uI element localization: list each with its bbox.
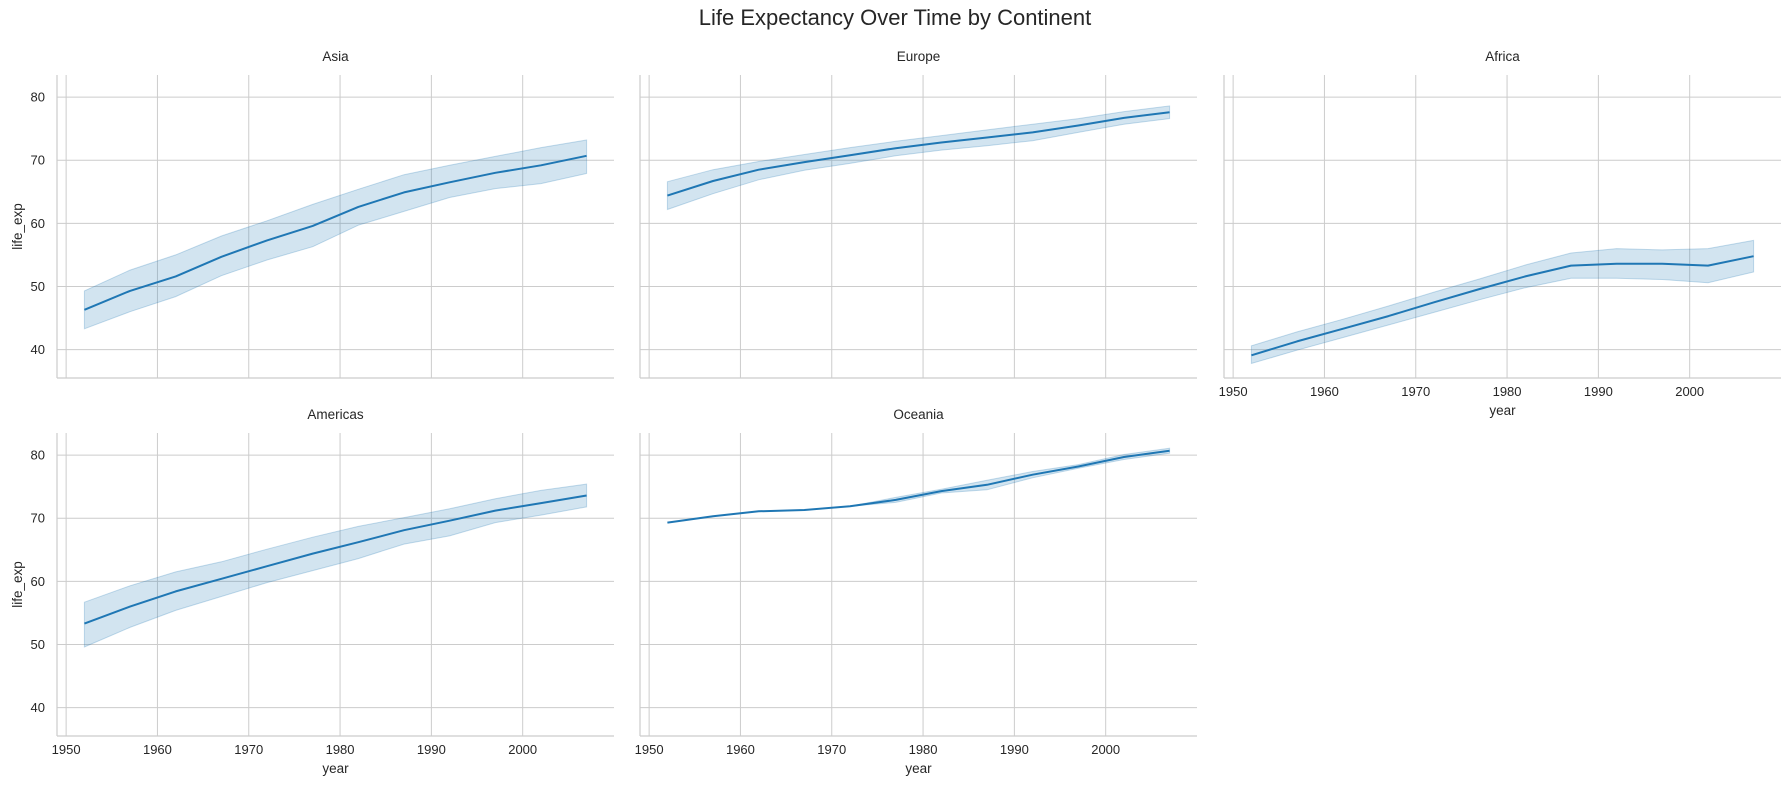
chart-title: Life Expectancy Over Time by Continent — [699, 5, 1092, 30]
x-tick-label: 2000 — [1091, 742, 1120, 757]
panel-asia: Asia 40 50 60 70 80 life_exp — [10, 49, 614, 379]
x-tick-label: 1950 — [1219, 384, 1248, 399]
panel-title-africa: Africa — [1485, 49, 1520, 64]
y-axis-label: life_exp — [10, 203, 25, 250]
panel-oceania: Oceania 1950 1960 1970 1980 1990 2000 year — [635, 407, 1197, 776]
x-tick-label: 1960 — [726, 742, 755, 757]
x-tick-label: 1980 — [909, 742, 938, 757]
mean-line-europe — [667, 111, 1170, 197]
confidence-band-oceania — [667, 447, 1171, 524]
mean-line-oceania — [667, 449, 1170, 524]
x-axis-label: year — [322, 761, 349, 776]
mean-line-africa — [1251, 255, 1754, 357]
y-tick-label: 80 — [31, 90, 45, 105]
x-tick-label: 1990 — [417, 742, 446, 757]
panels: Asia 40 50 60 70 80 life_exp Europe Africa 1950 19… — [10, 49, 1781, 776]
x-tick-label: 1990 — [1000, 742, 1029, 757]
y-tick-label: 80 — [31, 448, 45, 463]
x-tick-label: 1970 — [1401, 384, 1430, 399]
y-tick-label: 50 — [31, 279, 45, 294]
confidence-band-africa — [1250, 239, 1755, 365]
y-tick-label: 70 — [31, 511, 45, 526]
x-tick-label: 1950 — [52, 742, 81, 757]
confidence-band-asia — [83, 139, 588, 330]
x-tick-label: 2000 — [1675, 384, 1704, 399]
panel-europe: Europe — [639, 49, 1197, 379]
x-tick-label: 1980 — [326, 742, 355, 757]
confidence-band-americas — [83, 483, 588, 648]
mean-line-americas — [84, 494, 587, 625]
x-tick-label: 1970 — [817, 742, 846, 757]
y-tick-label: 60 — [31, 574, 45, 589]
y-tick-label: 40 — [31, 342, 45, 357]
x-tick-label: 1950 — [635, 742, 664, 757]
confidence-band-europe — [666, 105, 1171, 211]
x-axis-label: year — [1489, 403, 1516, 418]
panel-americas: Americas 1950 1960 1970 1980 1990 2000 year 40 50… — [10, 407, 614, 776]
x-tick-label: 2000 — [508, 742, 537, 757]
x-tick-label: 1960 — [1310, 384, 1339, 399]
x-tick-label: 1980 — [1493, 384, 1522, 399]
x-tick-label: 1960 — [143, 742, 172, 757]
y-tick-label: 70 — [31, 153, 45, 168]
panel-title-asia: Asia — [322, 49, 349, 64]
x-tick-label: 1990 — [1584, 384, 1613, 399]
mean-line-asia — [84, 154, 587, 311]
panel-title-europe: Europe — [897, 49, 941, 64]
panel-title-oceania: Oceania — [893, 407, 944, 422]
y-tick-label: 40 — [31, 700, 45, 715]
x-axis-label: year — [905, 761, 932, 776]
x-tick-label: 1970 — [234, 742, 263, 757]
y-tick-label: 60 — [31, 216, 45, 231]
y-axis-label: life_exp — [10, 561, 25, 608]
panel-africa: Africa 1950 1960 1970 1980 1990 2000 year — [1219, 49, 1781, 418]
y-tick-label: 50 — [31, 637, 45, 652]
panel-title-americas: Americas — [307, 407, 364, 422]
